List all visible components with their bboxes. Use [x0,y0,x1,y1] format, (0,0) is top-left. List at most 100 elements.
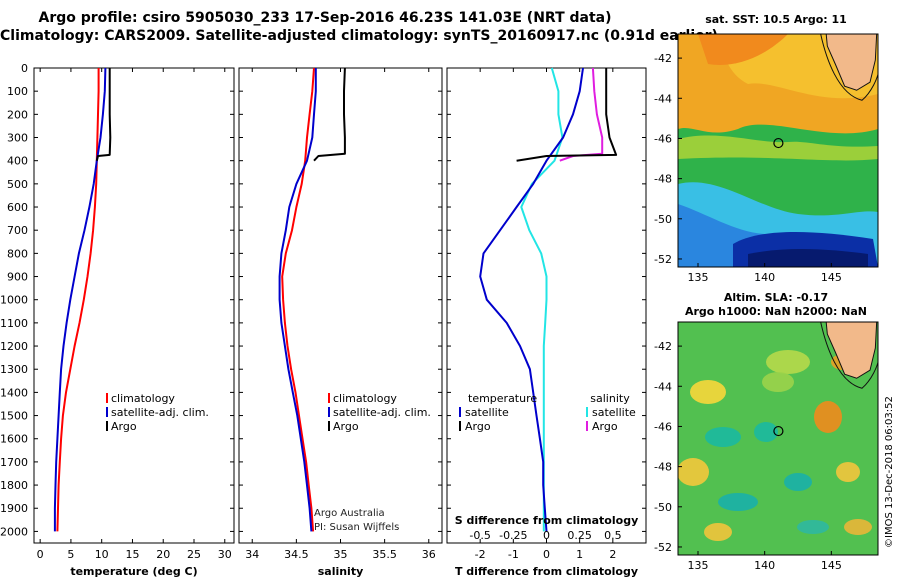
y-tick-label: 600 [7,201,28,214]
axes-frame [33,67,235,544]
map-y-tick-label: -52 [654,253,672,266]
y-tick-label: 1100 [0,317,28,330]
legend-label: satellite [465,406,509,419]
series-line-satellite-adj [53,67,107,532]
sla-anomaly-blob [762,372,794,392]
y-tick-label: 200 [7,108,28,121]
sla-anomaly-blob [718,493,758,511]
map-y-tick-label: -44 [654,92,672,105]
x-tick-label: -2 [475,548,486,561]
sla-anomaly-blob [690,380,726,404]
y-tick-label: 900 [7,271,28,284]
imos-watermark: ©IMOS 13-Dec-2018 06:03:52 [884,396,895,548]
shelf-contour [820,322,878,389]
x-tick-label: 0 [37,548,44,561]
x-tick-label: 35.5 [372,548,397,561]
x-tick-label: 36 [422,548,436,561]
y-tick-label: 100 [7,85,28,98]
y-tick-label: 1300 [0,363,28,376]
legend-label: Argo [592,420,618,433]
x-tick-label: 30 [218,548,232,561]
map-y-tick-label: -52 [654,541,672,554]
map-y-tick-label: -46 [654,132,672,145]
sst-field-orange [698,34,788,65]
sla-anomaly-blob [704,523,732,541]
map-x-tick-label: 140 [754,559,775,572]
argo-float-marker [773,137,784,149]
series-line-argo [95,68,112,161]
legend-label: Argo [465,420,491,433]
sla-map-title-2: Argo h1000: NaN h2000: NaN [684,305,868,318]
map-y-tick-label: -48 [654,461,672,474]
sla-map-title-1: Altim. SLA: -0.17 [723,291,829,304]
sst-field-darkest [748,249,868,267]
sla-anomaly-blob [797,520,829,534]
chart-title-line2: Climatology: CARS2009. Satellite-adjuste… [0,28,718,44]
map-field [678,34,878,267]
y-tick-label: 1500 [0,410,28,423]
sla-anomaly-blob [678,458,709,486]
series-line-argo [313,67,346,162]
legend-label: Argo [111,420,137,433]
shelf-contour [820,34,878,101]
x-tick-label: -1 [508,548,519,561]
credit-argo-australia: Argo Australia [314,508,385,519]
y-tick-label: 1600 [0,433,28,446]
map-y-tick-label: -42 [654,340,672,353]
axes-frame [238,67,443,544]
map-y-tick-label: -50 [654,213,672,226]
argo-float-marker [773,425,784,437]
y-tick-label: 800 [7,247,28,260]
map-y-tick-label: -42 [654,52,672,65]
y-tick-label: 0 [21,62,28,75]
legend-label: climatology [111,392,175,405]
tasmania-land [825,322,878,379]
x-tick-label: 34 [245,548,259,561]
x-tick-label: 1 [576,548,583,561]
s-tick-label: 0.25 [567,529,592,542]
s-tick-label: -0.5 [469,529,490,542]
map-x-tick-label: 140 [754,271,775,284]
x-tick-label: 5 [67,548,74,561]
legend-header-salinity: salinity [590,392,630,405]
x-tick-label: 20 [156,548,170,561]
sla-anomaly-blob [754,422,778,442]
sla-anomaly-blob [836,462,860,482]
map-frame [677,33,879,268]
map-x-tick-label: 145 [821,271,842,284]
x-tick-label: 2 [609,548,616,561]
legend-label: satellite-adj. clim. [111,406,209,419]
x-axis-label: T difference from climatology [455,565,638,578]
y-tick-label: 300 [7,132,28,145]
map-field [678,322,878,555]
y-tick-label: 500 [7,178,28,191]
y-tick-label: 1700 [0,456,28,469]
map-y-tick-label: -44 [654,380,672,393]
series-line-satellite-adj [278,68,317,532]
tasmania-land [825,34,878,91]
y-tick-label: 700 [7,224,28,237]
sla-anomaly-blob [705,427,741,447]
salinity-panel: 34 34.5 35 35.5 36 salinity Argo Australia PI: … [238,67,443,578]
legend-header-temperature: temperature [468,392,537,405]
series-line-climatology [281,67,315,532]
s-tick-label: 0 [543,529,550,542]
difference-panel: -2 -1 0 1 2 T difference from climatology S di… [446,67,647,578]
map-frame [677,321,879,556]
y-tick-label: 1800 [0,479,28,492]
x-tick-label: 15 [125,548,139,561]
x-axis-label: temperature (deg C) [70,565,197,578]
x-tick-label: 35 [334,548,348,561]
x-tick-label: 10 [95,548,109,561]
map-y-tick-label: -48 [654,173,672,186]
legend-label: Argo [333,420,359,433]
s-axis-label: S difference from climatology [455,514,639,527]
y-tick-label: 1000 [0,294,28,307]
credit-pi: PI: Susan Wijffels [314,522,399,533]
legend-label: satellite-adj. clim. [333,406,431,419]
map-y-tick-label: -50 [654,501,672,514]
sst-map: -42 -44 -46 -48 -50 -52 135 140 145 [654,33,879,284]
map-y-tick-label: -46 [654,420,672,433]
x-tick-label: 25 [187,548,201,561]
y-tick-label: 1200 [0,340,28,353]
